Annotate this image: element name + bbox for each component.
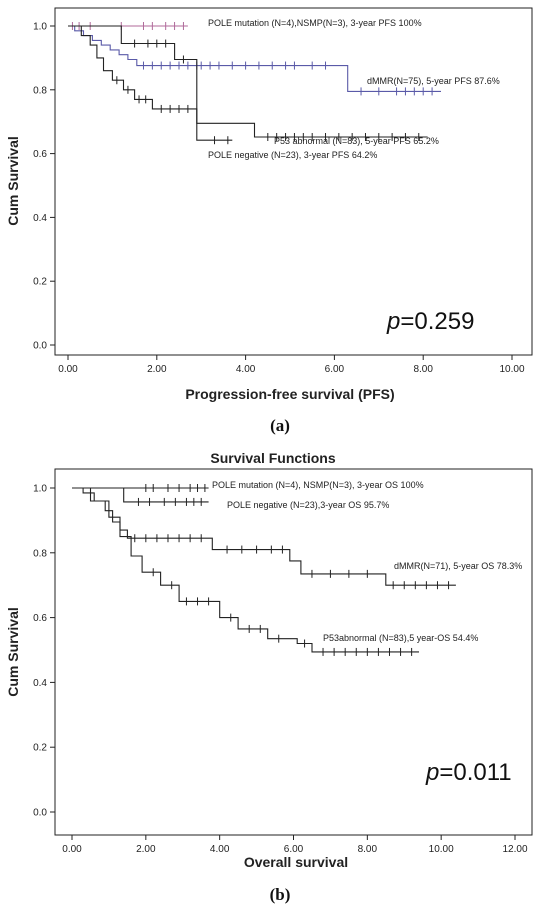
panel-a-series-3-line [68,25,233,141]
panel-a-x-axis-title: Progression-free survival (PFS) [185,386,394,402]
panel-b-series-3-line [72,487,419,653]
panel-b-x-tick-label: 2.00 [136,844,156,855]
panel-b-x-tick-label: 4.00 [210,844,230,855]
panel-a-x-tick-label: 6.00 [325,364,345,375]
panel-a-x-tick-label: 2.00 [147,364,167,375]
panel-a-p-number: =0.259 [400,308,474,335]
panel-a-plot-frame [54,7,533,356]
panel-b-y-tick-label: 0.6 [33,613,47,624]
panel-a-series-3-label: POLE negative (N=23), 3-year PFS 64.2% [208,150,377,160]
panel-b-series-1-label: POLE negative (N=23),3-year OS 95.7% [227,500,389,510]
panel-b-chart: Survival Functions 0.0 0.2 0.4 0.6 0.8 1.0 0.… [5,450,533,904]
panel-b-x-axis-title: Overall survival [244,854,348,870]
panel-a-x-tick-label: 0.00 [58,364,78,375]
panel-b-annotations: POLE mutation (N=4), NSMP(N=3), 3-year O… [212,480,522,643]
panel-b-x-tick-label: 10.00 [429,844,454,855]
panel-b-y-tick-label: 0.4 [33,678,47,689]
panel-b-y-axis-title: Cum Survival [5,607,21,696]
panel-a-p-value: p=0.259 [386,308,474,335]
panel-a-y-tick-label: 0.8 [33,85,47,96]
panel-b-y-tick-label: 0.2 [33,743,47,754]
panel-a-x-tick-label: 10.00 [499,364,524,375]
panel-b-p-number: =0.011 [439,759,511,786]
panel-b-series-2-line [72,487,456,586]
panel-a-series-0-label: POLE mutation (N=4),NSMP(N=3), 3-year PF… [208,18,422,28]
panel-a-series-1-line [68,25,441,92]
panel-a-series-1-label: dMMR(N=75), 5-year PFS 87.6% [367,76,500,86]
panel-a-label: (a) [270,416,290,435]
panel-a-series-2-label: P53 abnormal (N=83), 5-year PFS 65.2% [274,136,439,146]
panel-b-x-tick-label: 0.00 [62,844,82,855]
panel-b-title: Survival Functions [210,450,335,466]
panel-b-series-2-label: dMMR(N=71), 5-year OS 78.3% [394,561,522,571]
panel-a-x-ticks: 0.00 2.00 4.00 6.00 8.00 10.00 [58,355,525,375]
panel-b-marks [72,484,456,656]
panel-b-y-tick-label: 1.0 [33,484,47,495]
panel-a-y-tick-label: 0.0 [33,341,47,352]
panel-a-y-ticks: 0.0 0.2 0.4 0.6 0.8 1.0 [33,22,55,352]
panel-b-label: (b) [270,885,291,904]
panel-b-x-tick-label: 12.00 [502,844,527,855]
panel-b-y-tick-label: 0.0 [33,808,47,819]
panel-b-y-tick-label: 0.8 [33,548,47,559]
panel-b-p-symbol: p [425,759,439,786]
panel-a-y-tick-label: 0.2 [33,277,47,288]
panel-b-x-tick-label: 8.00 [358,844,378,855]
panel-b-plot-frame [54,468,533,836]
panel-b-y-ticks: 0.0 0.2 0.4 0.6 0.8 1.0 [33,484,55,819]
panel-b-series-0-label: POLE mutation (N=4), NSMP(N=3), 3-year O… [212,480,424,490]
panel-a-x-tick-label: 4.00 [236,364,256,375]
panel-a-y-axis-title: Cum Survival [5,136,21,225]
panel-a-y-tick-label: 1.0 [33,22,47,33]
panel-b-x-ticks: 0.00 2.00 4.00 6.00 8.00 10.00 12.00 [62,835,528,855]
panel-b-series-3-label: P53abnormal (N=83),5 year-OS 54.4% [323,633,478,643]
panel-b-p-value: p=0.011 [425,759,512,786]
panel-a-y-tick-label: 0.6 [33,149,47,160]
panel-a-marks [68,22,441,145]
panel-a-x-tick-label: 8.00 [413,364,433,375]
panel-a-chart: 0.0 0.2 0.4 0.6 0.8 1.0 0.00 2.00 4.00 6.00 8.00 1… [5,7,533,435]
panel-a-y-tick-label: 0.4 [33,213,47,224]
panel-b-series-1-line [72,487,209,503]
panel-b-x-tick-label: 6.00 [284,844,304,855]
panel-a-p-symbol: p [386,308,400,335]
panel-a-annotations: POLE mutation (N=4),NSMP(N=3), 3-year PF… [208,18,500,160]
